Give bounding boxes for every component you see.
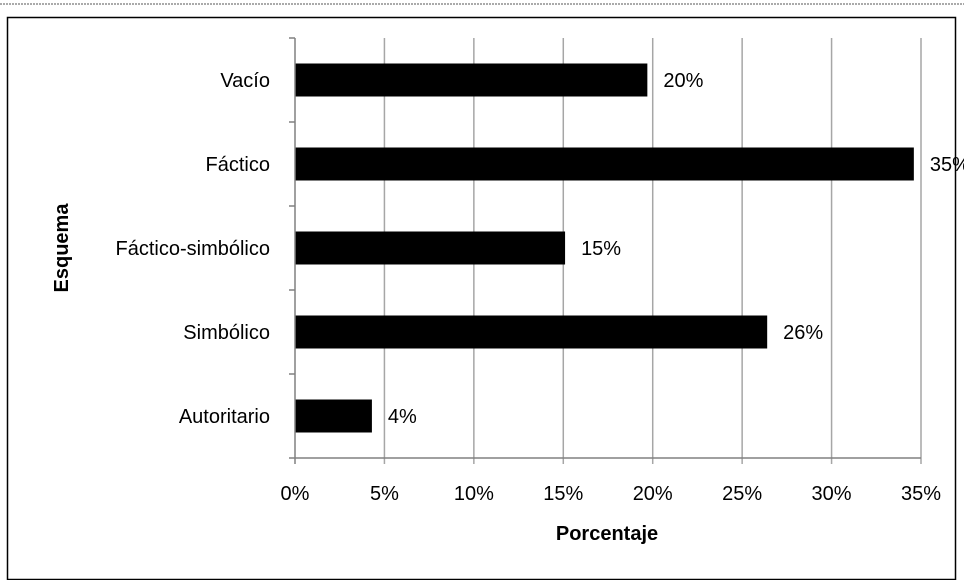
bars <box>295 63 914 433</box>
data-label: 4% <box>388 406 417 428</box>
category-label: Autoritario <box>179 406 270 428</box>
data-label: 20% <box>663 70 703 92</box>
x-tick-label: 0% <box>281 483 310 505</box>
bar <box>295 63 648 97</box>
bar <box>295 231 566 265</box>
category-label: Vacío <box>220 70 270 92</box>
bar <box>295 399 372 433</box>
labels: 0% 5% 10% 15% 20% 25% 30% 35% Vacío 20% Fáctico 35%… <box>116 70 964 505</box>
category-label: Fáctico-simbólico <box>116 238 270 260</box>
axes <box>289 37 921 464</box>
x-tick-label: 35% <box>901 483 941 505</box>
y-axis-title: Esquema <box>51 203 73 293</box>
chart-border <box>6 16 957 581</box>
category-label: Simbólico <box>183 322 270 344</box>
data-label: 15% <box>581 238 621 260</box>
x-tick-label: 5% <box>370 483 399 505</box>
bar <box>295 147 914 181</box>
x-tick-label: 15% <box>543 483 583 505</box>
x-tick-label: 10% <box>454 483 494 505</box>
bar <box>295 315 768 349</box>
x-tick-label: 20% <box>633 483 673 505</box>
data-label: 35% <box>930 154 964 176</box>
category-label: Fáctico <box>206 154 270 176</box>
x-tick-label: 25% <box>722 483 762 505</box>
x-axis-title: Porcentaje <box>556 523 658 545</box>
x-tick-label: 30% <box>812 483 852 505</box>
data-label: 26% <box>783 322 823 344</box>
